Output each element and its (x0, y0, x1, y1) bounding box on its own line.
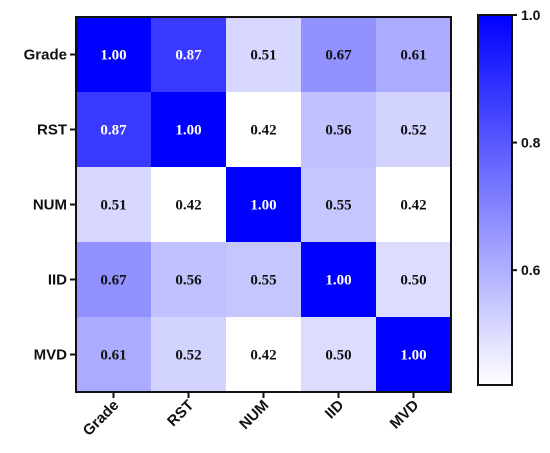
heatmap-cell (376, 317, 451, 392)
y-axis: Grade RST NUM IID MVD (24, 47, 76, 364)
y-tick-label: RST (37, 122, 67, 139)
heatmap-cell (76, 242, 151, 317)
y-tick-label: NUM (33, 197, 67, 214)
y-tick-label: Grade (24, 47, 67, 64)
heatmap-cell (226, 242, 301, 317)
heatmap-cell (76, 17, 151, 92)
heatmap-cell (226, 167, 301, 242)
heatmap-cell (151, 167, 226, 242)
cell-value-label: 0.50 (325, 348, 351, 364)
cell-value-label: 0.42 (400, 198, 426, 214)
heatmap-cell (376, 92, 451, 167)
colorbar-tick-label: 0.8 (521, 135, 541, 151)
cell-value-label: 0.51 (250, 48, 276, 64)
heatmap-cell (376, 167, 451, 242)
x-tick-label: MVD (387, 397, 423, 433)
cell-value-label: 0.52 (175, 348, 201, 364)
cell-value-label: 0.52 (400, 123, 426, 139)
y-tick-label: MVD (34, 347, 68, 364)
heatmap-cell (301, 92, 376, 167)
cell-value-label: 0.55 (325, 198, 351, 214)
cell-value-label: 0.61 (400, 48, 426, 64)
x-axis: Grade RST NUM IID MVD (80, 392, 423, 440)
cell-value-label: 0.67 (325, 48, 352, 64)
x-tick-label: NUM (236, 397, 272, 433)
x-tick-label: IID (322, 397, 348, 423)
heatmap-cell (226, 317, 301, 392)
cell-value-label: 0.50 (400, 273, 426, 289)
cell-value-label: 0.87 (175, 48, 202, 64)
heatmap-cell (301, 242, 376, 317)
colorbar-tick-label: 0.6 (521, 262, 541, 278)
cell-value-label: 0.61 (100, 348, 126, 364)
heatmap-cell (76, 317, 151, 392)
heatmap-cell (301, 167, 376, 242)
x-tick-label: RST (164, 397, 197, 430)
x-tick-label: Grade (80, 397, 123, 440)
cell-value-label: 0.42 (250, 123, 276, 139)
heatmap-cells: 1.00 0.87 0.51 0.67 0.61 0.87 1.00 0.42 0.56 0.52… (76, 17, 451, 392)
colorbar (477, 14, 513, 386)
heatmap-cell (151, 92, 226, 167)
heatmap-cell (301, 317, 376, 392)
heatmap-cell (376, 242, 451, 317)
cell-value-label: 1.00 (325, 273, 351, 289)
colorbar-tick-label: 1.0 (521, 7, 541, 23)
heatmap-cell (301, 17, 376, 92)
cell-value-label: 0.67 (100, 273, 127, 289)
colorbar-axis: 0.6 0.8 1.0 (512, 7, 541, 278)
heatmap-cell (76, 167, 151, 242)
heatmap-cell (151, 317, 226, 392)
heatmap-cell (226, 92, 301, 167)
heatmap-cell (226, 17, 301, 92)
heatmap-cell (376, 17, 451, 92)
cell-value-label: 0.55 (250, 273, 276, 289)
cell-value-label: 0.87 (100, 123, 127, 139)
cell-value-label: 1.00 (175, 123, 201, 139)
heatmap-cell (151, 242, 226, 317)
heatmap-cell (76, 92, 151, 167)
cell-value-label: 1.00 (100, 48, 126, 64)
cell-value-label: 0.42 (175, 198, 201, 214)
heatmap-cell (151, 17, 226, 92)
cell-value-label: 0.51 (100, 198, 126, 214)
cell-value-label: 0.56 (175, 273, 202, 289)
cell-value-label: 1.00 (400, 348, 426, 364)
cell-value-label: 1.00 (250, 198, 276, 214)
cell-value-label: 0.56 (325, 123, 352, 139)
y-tick-label: IID (48, 272, 67, 289)
cell-value-label: 0.42 (250, 348, 276, 364)
